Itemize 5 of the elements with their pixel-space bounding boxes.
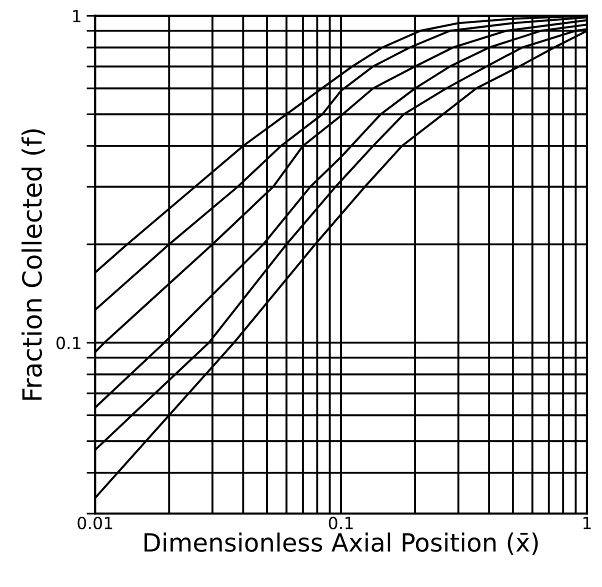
- x-tick-label: 1: [583, 516, 591, 530]
- x-tick-label: 0.01: [78, 516, 112, 530]
- x-axis-title: Dimensionless Axial Position (x̄): [144, 532, 538, 555]
- y-axis-title: Fraction Collected (f): [22, 129, 46, 400]
- x-tick-label: 0.1: [328, 516, 353, 530]
